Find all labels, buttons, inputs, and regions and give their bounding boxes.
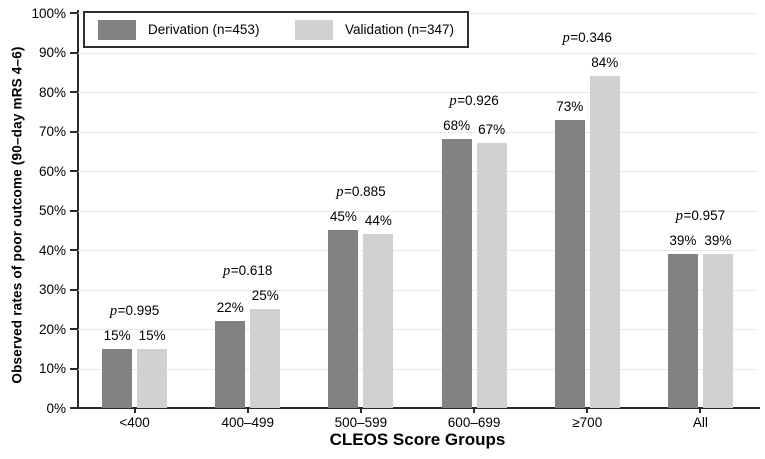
y-axis-tick-50% (70, 209, 77, 212)
value-label-derivation-≥700: 73% (556, 98, 584, 114)
plot-area: 15% 15% p=0.995 22% 25% p=0.618 45% 44% p=0.885 6… (78, 13, 757, 408)
value-label-validation-600–699: 67% (478, 122, 506, 138)
p-italic: p (675, 207, 683, 224)
y-tick-label-40%: 40% (38, 242, 66, 258)
bar-derivation-All (667, 253, 698, 408)
y-tick-label-60%: 60% (38, 163, 66, 179)
y-tick-label-80%: 80% (38, 84, 66, 100)
x-axis-tick-All (699, 409, 702, 413)
gridline-20% (78, 329, 757, 330)
gridline-70% (78, 131, 757, 133)
p-value-label-500–599: p=0.885 (336, 184, 386, 201)
p-value-label-All: p=0.957 (675, 207, 726, 224)
bar-derivation-500–599 (328, 230, 359, 408)
value-label-validation-<400: 15% (138, 327, 166, 343)
value-label-derivation-600–699: 68% (443, 118, 471, 134)
value-label-validation-All: 39% (704, 232, 732, 248)
bar-group-600–699: 68% 67% p=0.926 (418, 13, 531, 408)
legend-label-derivation: Derivation (n=453) (148, 22, 260, 37)
legend-label-validation: Validation (n=347) (345, 22, 454, 37)
y-tick-label-50%: 50% (38, 203, 66, 218)
validation-swatch-icon (295, 19, 334, 40)
y-tick-label-70%: 70% (38, 124, 66, 139)
category-label-All: All (692, 415, 708, 430)
bar-group-≥700: 73% 84% p=0.346 (531, 13, 644, 408)
legend-item-validation: Validation (n=347) (295, 19, 454, 40)
y-tick-label-0%: 0% (46, 400, 66, 416)
bar-validation-600–699 (476, 143, 507, 408)
derivation-swatch-icon (98, 19, 136, 40)
y-axis-line (76, 10, 79, 409)
bar-validation-500–599 (363, 234, 394, 408)
p-value-label-<400: p=0.995 (109, 302, 160, 319)
y-tick-label-10%: 10% (38, 361, 66, 376)
y-tick-label-20%: 20% (38, 321, 66, 337)
gridline-80% (78, 92, 757, 93)
x-axis-tick-≥700 (586, 409, 589, 413)
bar-group-500–599: 45% 44% p=0.885 (304, 13, 417, 408)
bar-validation-<400 (137, 348, 168, 408)
value-label-derivation-<400: 15% (103, 327, 131, 343)
y-axis-tick-60% (70, 170, 77, 172)
x-axis-tick-<400 (133, 409, 136, 413)
bar-derivation-≥700 (554, 119, 585, 408)
p-italic: p (223, 263, 231, 280)
p-value-label-400–499: p=0.618 (223, 263, 273, 280)
bar-validation-≥700 (589, 76, 620, 408)
y-tick-label-30%: 30% (38, 282, 66, 297)
p-value-label-600–699: p=0.926 (449, 93, 499, 110)
value-label-derivation-All: 39% (669, 232, 697, 248)
value-label-derivation-500–599: 45% (329, 209, 357, 225)
category-label-≥700: ≥700 (572, 415, 603, 430)
legend-item-derivation: Derivation (n=453) (98, 19, 260, 40)
bar-group-400–499: 22% 25% p=0.618 (191, 13, 304, 408)
p-italic: p (562, 30, 570, 47)
value-label-derivation-400–499: 22% (216, 300, 244, 316)
bar-validation-400–499 (250, 309, 281, 408)
y-axis-tick-90% (70, 51, 77, 54)
gridline-30% (78, 289, 757, 291)
y-axis-tick-80% (70, 91, 77, 93)
value-label-validation-400–499: 25% (251, 288, 279, 304)
bar-derivation-<400 (102, 348, 133, 408)
category-label-400–499: 400–499 (221, 415, 275, 430)
value-label-validation-≥700: 84% (591, 55, 619, 71)
gridline-50% (78, 210, 757, 212)
x-axis-tick-500–599 (359, 409, 362, 413)
category-label-500–599: 500–599 (334, 415, 388, 430)
gridline-90% (78, 52, 757, 54)
p-italic: p (109, 302, 118, 319)
y-tick-label-100%: 100% (31, 5, 66, 21)
bar-group-All: 39% 39% p=0.957 (644, 13, 757, 408)
y-axis-tick-100% (70, 12, 77, 14)
bar-derivation-400–499 (215, 321, 246, 408)
value-label-validation-500–599: 44% (364, 213, 392, 229)
category-label-<400: <400 (119, 415, 150, 430)
p-italic: p (336, 184, 344, 201)
y-axis-tick-20% (70, 328, 77, 330)
bar-validation-All (702, 253, 733, 408)
p-value-label-≥700: p=0.346 (562, 30, 612, 47)
x-axis-tick-400–499 (246, 409, 249, 413)
gridline-10% (78, 368, 757, 370)
gridline-40% (78, 250, 757, 251)
y-axis-tick-0% (70, 407, 77, 409)
y-tick-label-90%: 90% (38, 45, 66, 60)
gridline-60% (78, 171, 757, 172)
y-axis-tick-40% (70, 249, 77, 251)
x-axis-tick-600–699 (473, 409, 476, 413)
x-axis-title: CLEOS Score Groups (329, 430, 506, 449)
category-label-600–699: 600–699 (447, 415, 501, 430)
y-axis-tick-30% (70, 288, 77, 291)
bar-group-<400: 15% 15% p=0.995 (78, 13, 191, 408)
x-axis-line (76, 407, 760, 409)
y-axis-tick-70% (70, 130, 77, 133)
p-italic: p (449, 93, 457, 110)
legend: Derivation (n=453) Validation (n=347) (83, 11, 469, 48)
bar-derivation-600–699 (441, 139, 472, 408)
y-axis-tick-10% (70, 367, 77, 370)
